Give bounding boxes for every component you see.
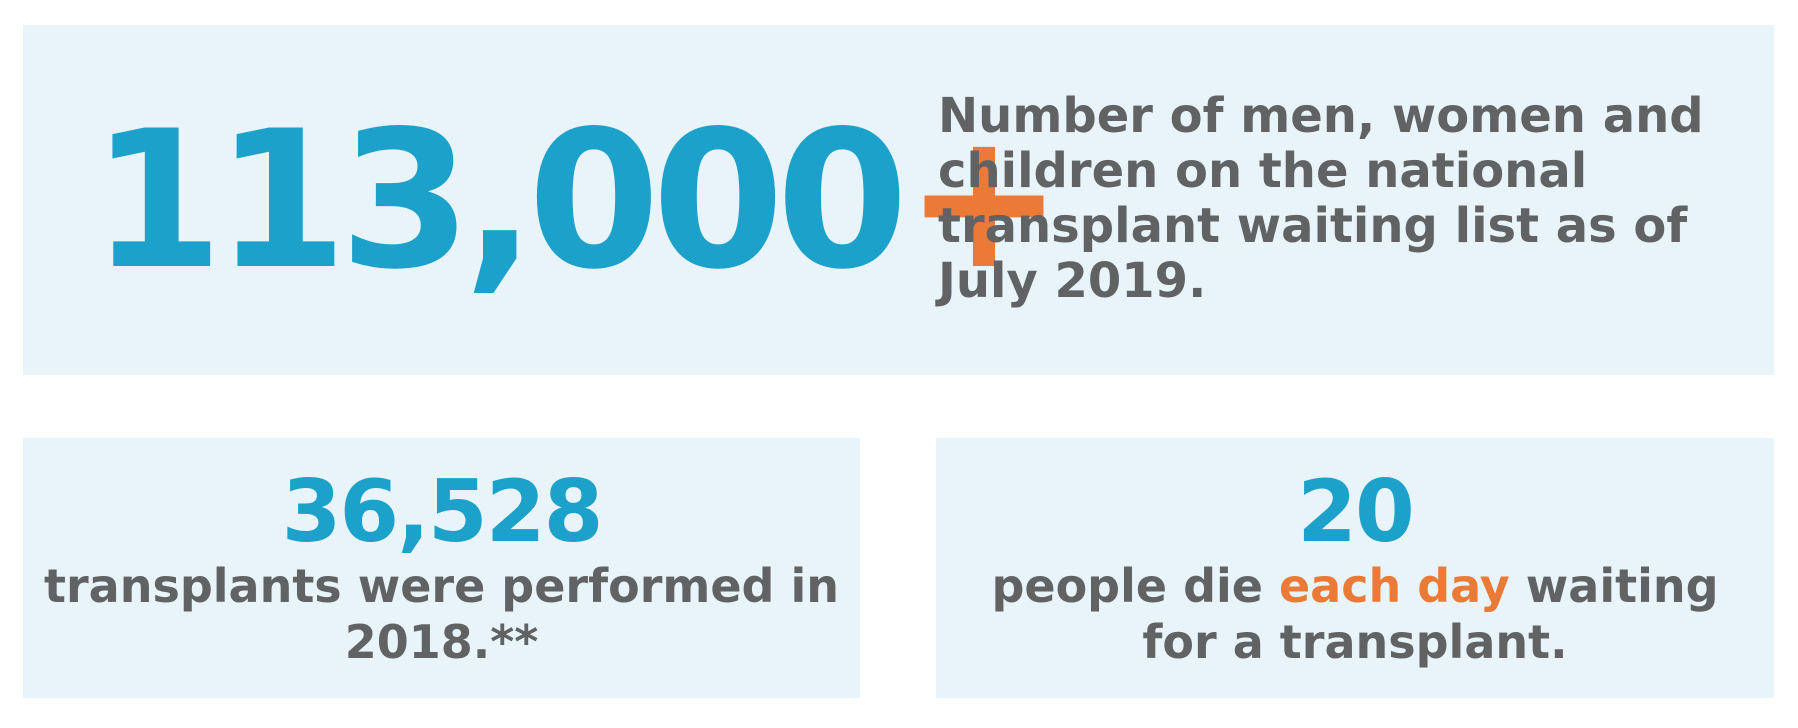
transplants-stat-panel: 36,528 transplants were performed in 201… [23,438,860,698]
waiting-list-number: 113,000 + [91,25,1064,375]
deaths-text-before: people die [991,559,1279,613]
transplants-description: transplants were performed in 2018.** [43,559,839,669]
deaths-text-after: waiting for a transplant. [1142,559,1719,669]
waiting-list-stat-panel: 113,000 + Number of men, women and childr… [23,25,1774,375]
transplants-number: 36,528 [281,462,604,562]
waiting-list-number-value: 113,000 [91,89,908,311]
waiting-list-description: Number of men, women and children on the… [938,88,1704,309]
waiting-list-plus-sign: + [904,89,1064,311]
deaths-text-highlight: each day [1278,559,1510,613]
deaths-stat-panel: 20 people die each day waiting for a tra… [936,438,1774,698]
deaths-number: 20 [1297,462,1415,562]
deaths-description: people die each day waiting for a transp… [955,558,1755,670]
